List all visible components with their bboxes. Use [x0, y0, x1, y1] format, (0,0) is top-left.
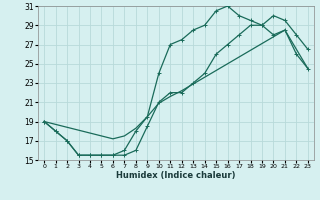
X-axis label: Humidex (Indice chaleur): Humidex (Indice chaleur) [116, 171, 236, 180]
